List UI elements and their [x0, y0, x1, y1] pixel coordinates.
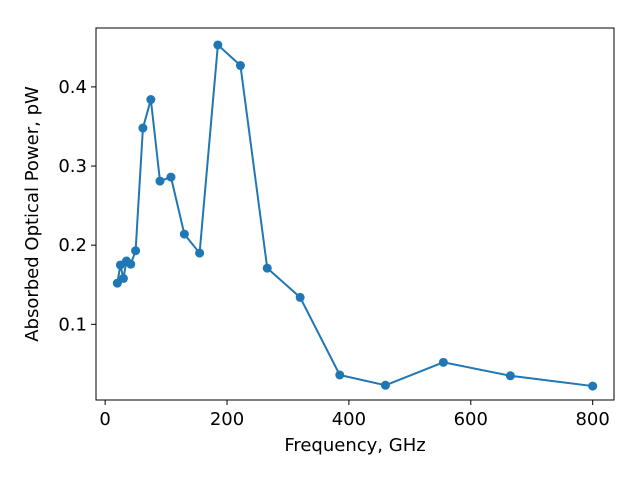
data-point [155, 176, 165, 186]
x-tick-label: 200 [210, 409, 244, 430]
plot-area [112, 40, 598, 391]
data-point [335, 370, 345, 380]
data-point [166, 172, 176, 182]
data-point [138, 123, 148, 133]
data-point [126, 259, 136, 269]
data-point [380, 380, 390, 390]
data-point [588, 381, 598, 391]
data-point [118, 273, 128, 283]
data-point [505, 371, 515, 381]
data-point [213, 40, 223, 50]
x-tick-label: 400 [332, 409, 366, 430]
data-point [235, 61, 245, 71]
x-axis-label: Frequency, GHz [284, 435, 425, 456]
data-point [295, 292, 305, 302]
data-point [112, 278, 122, 288]
data-point [195, 248, 205, 258]
y-tick-label: 0.1 [58, 314, 87, 335]
y-tick-label: 0.2 [58, 235, 87, 256]
x-tick-label: 600 [454, 409, 488, 430]
y-axis: 0.1 0.2 0.3 0.4 [58, 77, 96, 335]
y-tick-label: 0.4 [58, 77, 87, 98]
data-point [131, 246, 141, 256]
data-point [262, 263, 272, 273]
x-tick-label: 800 [575, 409, 609, 430]
y-tick-label: 0.3 [58, 156, 87, 177]
axes-frame [95, 27, 615, 401]
data-point [438, 357, 448, 367]
x-tick-label: 0 [99, 409, 110, 430]
data-point [179, 229, 189, 239]
data-point [146, 95, 156, 105]
y-axis-label: Absorbed Optical Power, pW [22, 86, 43, 342]
x-axis: 0 200 400 600 800 [99, 400, 610, 430]
